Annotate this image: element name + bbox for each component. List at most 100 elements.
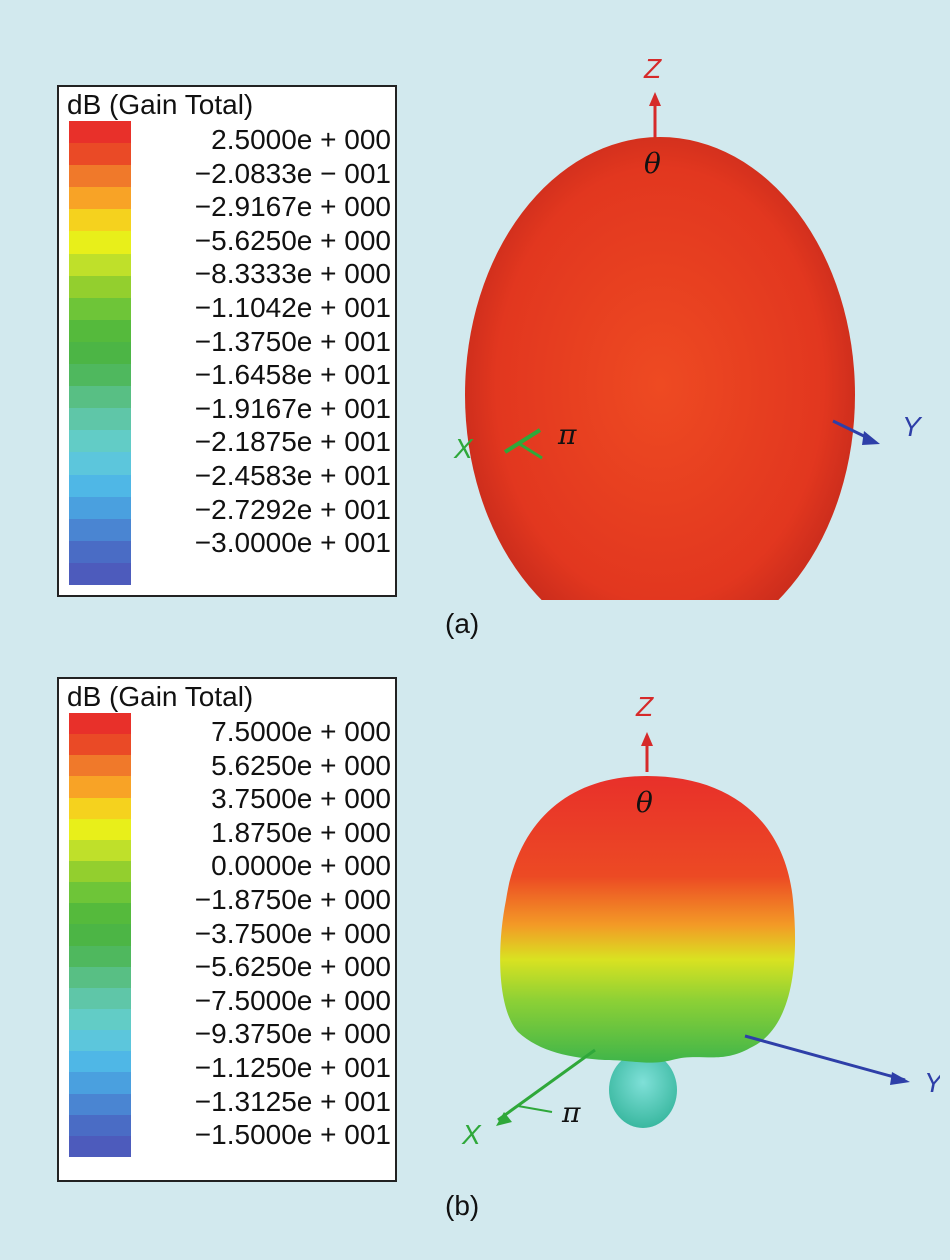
colorbar-swatch xyxy=(69,408,131,431)
colorbar-swatch xyxy=(69,319,131,342)
colorbar-swatch xyxy=(69,797,131,819)
colorbar-swatch xyxy=(69,275,131,298)
tick-label: 0.0000e + 000 xyxy=(211,850,391,882)
colorbar-swatch xyxy=(69,231,131,254)
colorbar-b xyxy=(69,713,131,1157)
colorbar-swatch xyxy=(69,713,131,735)
colorbar-swatch xyxy=(69,882,131,904)
colorbar-swatch xyxy=(69,903,131,925)
y-axis-label: Y xyxy=(902,411,923,442)
legend-title-b: dB (Gain Total) xyxy=(67,681,254,712)
colorbar-swatch xyxy=(69,496,131,519)
legend-title-a: dB (Gain Total) xyxy=(67,89,254,120)
tick-label: −7.5000e + 000 xyxy=(194,984,391,1016)
x-axis-line xyxy=(503,428,542,454)
tick-list-a: 2.5000e + 000 −2.0833e − 001 −2.9167e + … xyxy=(195,123,391,560)
pi-label: π xyxy=(557,418,577,451)
colorbar-swatch xyxy=(69,452,131,475)
colorbar-swatch xyxy=(69,945,131,967)
tick-label: 1.8750e + 000 xyxy=(211,816,391,848)
colorbar-swatch xyxy=(69,187,131,210)
y-axis-label: Y xyxy=(924,1067,940,1098)
radiation-pattern-b: Z θ X π Y xyxy=(461,691,940,1150)
tick-label: −5.6250e + 000 xyxy=(194,951,391,983)
colorbar-swatch xyxy=(69,734,131,756)
z-axis-arrow xyxy=(641,732,653,746)
tick-label: −2.0833e − 001 xyxy=(194,157,391,189)
radiation-pattern-a: Z θ X π Y xyxy=(453,53,923,600)
tick-label: −9.3750e + 000 xyxy=(194,1018,391,1050)
theta-label: θ xyxy=(644,147,661,180)
colorbar-swatch xyxy=(69,518,131,541)
z-axis-arrow xyxy=(649,92,661,106)
colorbar-swatch xyxy=(69,755,131,777)
tick-label: −2.1875e + 001 xyxy=(194,426,391,458)
main-lobe-b xyxy=(500,776,796,1063)
tick-label: −1.9167e + 001 xyxy=(194,392,391,424)
tick-label: −1.3750e + 001 xyxy=(194,325,391,357)
colorbar-swatch xyxy=(69,386,131,409)
y-axis-arrow xyxy=(890,1072,910,1085)
caption-b: (b) xyxy=(445,1190,480,1221)
colorbar-swatch xyxy=(69,297,131,320)
colorbar-swatch xyxy=(69,860,131,883)
colorbar-swatch xyxy=(69,341,131,365)
colorbar-swatch xyxy=(69,121,131,144)
tick-label: 2.5000e + 000 xyxy=(211,124,391,155)
colorbar-swatch xyxy=(69,364,131,387)
tick-label: −1.6458e + 001 xyxy=(194,359,391,391)
tick-label: −3.7500e + 000 xyxy=(194,917,391,949)
tick-label: −1.1042e + 001 xyxy=(194,291,391,323)
x-axis-arrow xyxy=(496,1112,512,1126)
colorbar-swatch xyxy=(69,987,131,1009)
x-axis-label: X xyxy=(461,1119,482,1150)
colorbar-swatch xyxy=(69,1135,131,1157)
main-lobe-a xyxy=(465,137,855,600)
tick-label: 5.6250e + 000 xyxy=(211,749,391,781)
colorbar-swatch xyxy=(69,253,131,276)
colorbar-a xyxy=(69,121,131,585)
colorbar-swatch xyxy=(69,165,131,188)
legend-a: dB (Gain Total) 2.5000e + 000 −2.0833e −… xyxy=(57,85,397,597)
colorbar-swatch xyxy=(69,924,131,946)
colorbar-swatch xyxy=(69,818,131,840)
colorbar-swatch xyxy=(69,474,131,497)
legend-b: dB (Gain Total) 7.5000e + 000 5.6250e + … xyxy=(57,677,397,1182)
z-axis-label: Z xyxy=(643,53,662,84)
x-axis-line xyxy=(497,1048,596,1122)
colorbar-swatch xyxy=(69,430,131,453)
tick-label: −1.3125e + 001 xyxy=(194,1085,391,1117)
colorbar-swatch xyxy=(69,966,131,988)
colorbar-swatch xyxy=(69,562,131,585)
colorbar-swatch xyxy=(69,1072,131,1094)
tick-label: 3.7500e + 000 xyxy=(211,783,391,815)
caption-a: (a) xyxy=(445,608,480,639)
y-axis-line xyxy=(744,1034,906,1082)
colorbar-swatch xyxy=(69,209,131,232)
tick-label: −8.3333e + 000 xyxy=(194,258,391,290)
z-axis-label: Z xyxy=(635,691,654,722)
tick-label: −1.8750e + 000 xyxy=(194,883,391,915)
tick-label: −3.0000e + 001 xyxy=(194,527,391,559)
tick-label: −2.9167e + 000 xyxy=(194,191,391,223)
tick-label: −1.1250e + 001 xyxy=(194,1051,391,1083)
colorbar-swatch xyxy=(69,143,131,166)
tick-label: −2.7292e + 001 xyxy=(194,493,391,525)
tick-list-b: 7.5000e + 000 5.6250e + 000 3.7500e + 00… xyxy=(195,715,391,1152)
colorbar-swatch xyxy=(69,839,131,861)
x-axis-label: X xyxy=(453,433,474,464)
colorbar-swatch xyxy=(69,1114,131,1136)
tick-label: 7.5000e + 000 xyxy=(211,716,391,747)
tick-label: −1.5000e + 001 xyxy=(194,1119,391,1151)
figure-panel: dB (Gain Total) 2.5000e + 000 −2.0833e −… xyxy=(20,0,950,1260)
y-axis-arrow xyxy=(862,431,880,445)
tick-label: −5.6250e + 000 xyxy=(194,224,391,256)
tick-label: −2.4583e + 001 xyxy=(194,459,391,491)
colorbar-swatch xyxy=(69,1008,131,1031)
theta-label: θ xyxy=(636,786,653,819)
back-lobe-b xyxy=(609,1052,677,1128)
colorbar-swatch xyxy=(69,1030,131,1052)
colorbar-swatch xyxy=(69,1051,131,1073)
colorbar-swatch xyxy=(69,540,131,563)
colorbar-swatch xyxy=(69,776,131,798)
